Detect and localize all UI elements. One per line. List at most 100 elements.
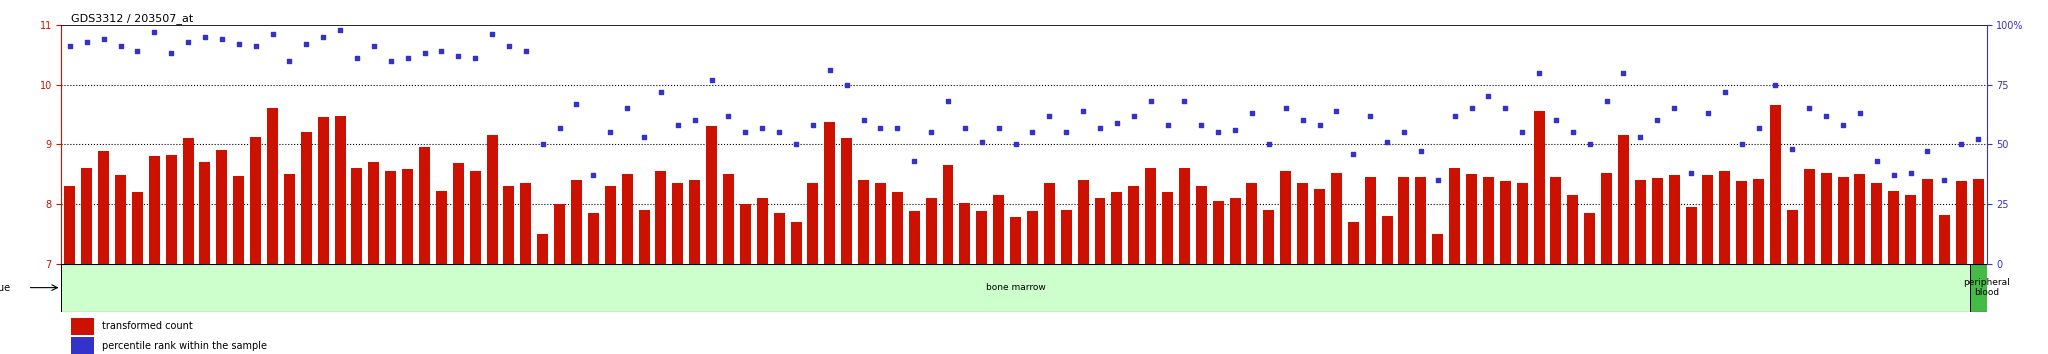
Bar — [1602, 173, 1612, 264]
Bar — [1821, 173, 1831, 264]
Bar — [1618, 135, 1628, 264]
Point — [510, 48, 543, 54]
Point — [762, 130, 795, 135]
Point — [662, 122, 694, 128]
Bar — [1939, 215, 1950, 264]
Bar — [588, 213, 598, 264]
Bar — [1331, 173, 1341, 264]
Bar — [1128, 186, 1139, 264]
Point — [645, 89, 678, 95]
Point — [1843, 110, 1876, 116]
Bar — [1399, 177, 1409, 264]
Point — [1894, 170, 1927, 176]
Point — [205, 36, 238, 42]
Bar — [604, 186, 616, 264]
Point — [1878, 172, 1911, 178]
Bar — [655, 171, 666, 264]
Text: peripheral
blood: peripheral blood — [1964, 278, 2009, 297]
Point — [813, 67, 846, 73]
Point — [442, 53, 475, 59]
Point — [1389, 130, 1421, 135]
Bar — [233, 176, 244, 264]
Bar — [1483, 177, 1493, 264]
Point — [999, 141, 1032, 147]
Point — [426, 48, 459, 54]
Point — [188, 34, 221, 40]
Bar — [739, 204, 752, 264]
Point — [745, 125, 778, 130]
Bar — [487, 135, 498, 264]
Bar — [774, 213, 784, 264]
Point — [578, 172, 610, 178]
Bar — [958, 203, 971, 264]
Bar — [1567, 195, 1579, 264]
Point — [70, 39, 102, 44]
Bar — [926, 198, 936, 264]
Bar — [1702, 175, 1714, 264]
Point — [172, 39, 205, 44]
Bar — [520, 183, 530, 264]
Point — [983, 125, 1016, 130]
Bar — [72, 337, 94, 354]
Bar — [1145, 168, 1157, 264]
Bar — [1888, 191, 1898, 264]
Bar — [1415, 177, 1425, 264]
Point — [1100, 120, 1133, 126]
Point — [307, 34, 340, 40]
Point — [713, 113, 745, 118]
Point — [1962, 137, 1995, 142]
Point — [1792, 105, 1825, 111]
Bar — [1499, 181, 1511, 264]
Bar — [1061, 210, 1071, 264]
Text: bone marrow: bone marrow — [985, 283, 1044, 292]
Bar — [1432, 234, 1444, 264]
Point — [526, 141, 559, 147]
Point — [1573, 141, 1606, 147]
Bar — [1518, 183, 1528, 264]
Point — [223, 41, 256, 47]
Point — [358, 44, 391, 49]
Bar — [1044, 183, 1055, 264]
Bar — [1585, 213, 1595, 264]
Bar — [1669, 175, 1679, 264]
Point — [53, 44, 86, 49]
Bar — [1550, 177, 1561, 264]
Point — [1505, 130, 1538, 135]
Bar — [63, 186, 76, 264]
Point — [610, 105, 643, 111]
Bar — [436, 191, 446, 264]
Bar — [98, 152, 109, 264]
Bar — [1634, 180, 1647, 264]
Point — [1303, 122, 1335, 128]
Point — [1759, 82, 1792, 87]
Bar — [369, 162, 379, 264]
Bar — [453, 163, 463, 264]
Point — [694, 77, 727, 82]
Point — [594, 130, 627, 135]
Point — [1405, 149, 1438, 154]
Point — [1522, 70, 1554, 75]
Bar — [182, 138, 195, 264]
Point — [121, 48, 154, 54]
Point — [1219, 127, 1251, 133]
Bar — [285, 174, 295, 264]
Bar — [555, 204, 565, 264]
Point — [104, 44, 137, 49]
Bar — [623, 174, 633, 264]
Point — [272, 58, 305, 63]
Bar — [266, 108, 279, 264]
Bar — [82, 168, 92, 264]
Bar — [1264, 210, 1274, 264]
Point — [543, 125, 575, 130]
Point — [1608, 70, 1640, 75]
Bar — [301, 132, 311, 264]
Point — [256, 32, 289, 37]
Bar — [1786, 210, 1798, 264]
Point — [829, 82, 862, 87]
Bar — [807, 183, 819, 264]
Bar — [1753, 179, 1763, 264]
Bar — [1026, 211, 1038, 264]
Point — [1135, 98, 1167, 104]
Bar — [1180, 168, 1190, 264]
Point — [1675, 170, 1708, 176]
